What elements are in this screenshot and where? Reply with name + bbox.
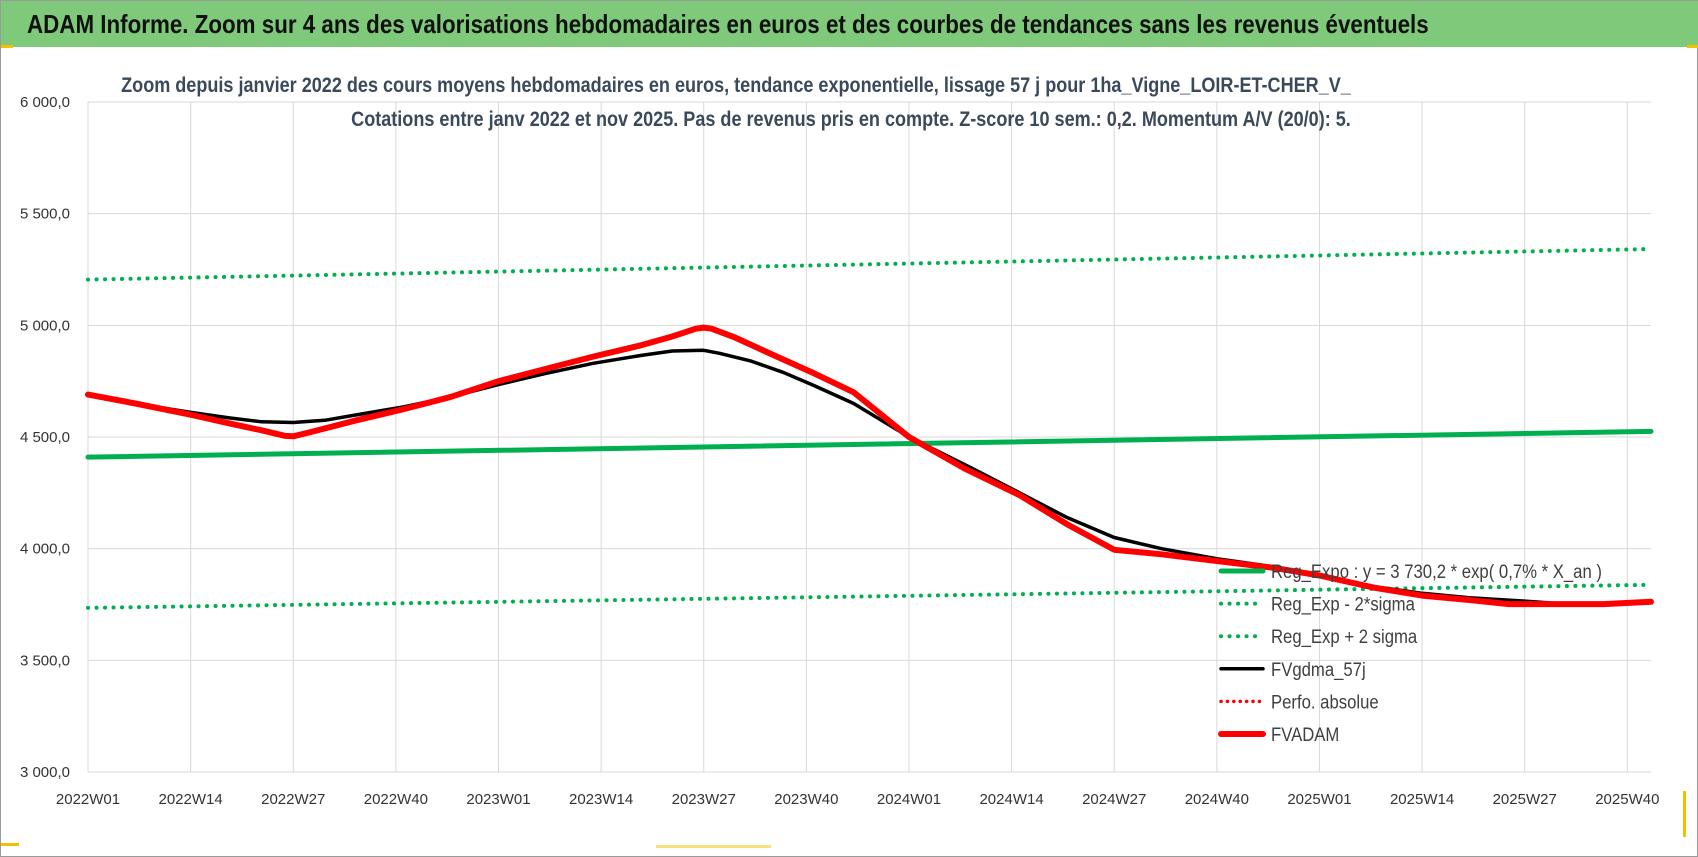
- x-tick-label: 2024W14: [979, 791, 1043, 808]
- x-axis-ticks: 2022W01 2022W14 2022W27 2022W40 2023W01 2023W…: [56, 791, 1660, 808]
- legend-label: Perfo. absolue: [1271, 691, 1379, 712]
- y-tick-label: 3 000,0: [20, 764, 70, 781]
- header-banner: ADAM Informe. Zoom sur 4 ans des valoris…: [1, 1, 1698, 47]
- x-tick-label: 2025W27: [1493, 791, 1557, 808]
- y-axis-ticks: 3 000,0 3 500,0 4 000,0 4 500,0 5 000,0 5 500…: [20, 94, 70, 781]
- x-tick-label: 2023W01: [466, 791, 530, 808]
- chart-title-line-1: Zoom depuis janvier 2022 des cours moyen…: [121, 74, 1352, 98]
- y-tick-label: 3 500,0: [20, 652, 70, 669]
- legend-label: Reg_Exp + 2 sigma: [1271, 626, 1417, 648]
- legend-label: Reg_Exp - 2*sigma: [1271, 594, 1415, 616]
- legend-label: FVgdma_57j: [1271, 659, 1366, 681]
- banner-title: ADAM Informe. Zoom sur 4 ans des valoris…: [27, 9, 1429, 39]
- x-tick-label: 2024W27: [1082, 791, 1146, 808]
- x-tick-label: 2023W27: [672, 791, 736, 808]
- y-tick-label: 5 500,0: [20, 206, 70, 223]
- corner-handle: [656, 845, 771, 848]
- legend-label: FVADAM: [1271, 724, 1339, 745]
- series-line-1: [85, 428, 1654, 460]
- x-tick-label: 2024W40: [1185, 791, 1249, 808]
- corner-handle: [1, 843, 19, 846]
- x-tick-label: 2025W40: [1595, 791, 1659, 808]
- x-tick-label: 2022W01: [56, 791, 120, 808]
- gridlines: [87, 101, 1651, 773]
- series-lines: [85, 247, 1654, 610]
- x-tick-label: 2022W40: [364, 791, 428, 808]
- x-tick-label: 2023W14: [569, 791, 633, 808]
- series-line-2: [86, 582, 1653, 610]
- legend-label: Reg_Expo : y = 3 730,2 * exp( 0,7% * X_a…: [1271, 561, 1602, 583]
- corner-handle: [1, 45, 13, 48]
- series-line-6: [85, 324, 1654, 608]
- corner-handle: [1687, 45, 1698, 48]
- x-tick-label: 2022W27: [261, 791, 325, 808]
- y-tick-label: 5 000,0: [20, 317, 70, 334]
- x-tick-label: 2025W01: [1287, 791, 1351, 808]
- x-tick-label: 2023W40: [774, 791, 838, 808]
- x-tick-label: 2024W01: [877, 791, 941, 808]
- x-tick-label: 2025W14: [1390, 791, 1454, 808]
- x-tick-label: 2022W14: [159, 791, 223, 808]
- y-tick-label: 4 500,0: [20, 429, 70, 446]
- line-chart: Zoom depuis janvier 2022 des cours moyen…: [20, 74, 1660, 808]
- y-tick-label: 4 000,0: [20, 541, 70, 558]
- corner-handle: [1683, 791, 1686, 837]
- series-line-3: [86, 247, 1653, 282]
- y-tick-label: 6 000,0: [20, 94, 70, 111]
- legend: Reg_Expo : y = 3 730,2 * exp( 0,7% * X_a…: [1218, 561, 1602, 745]
- chart-title-line-2: Cotations entre janv 2022 et nov 2025. P…: [351, 108, 1351, 132]
